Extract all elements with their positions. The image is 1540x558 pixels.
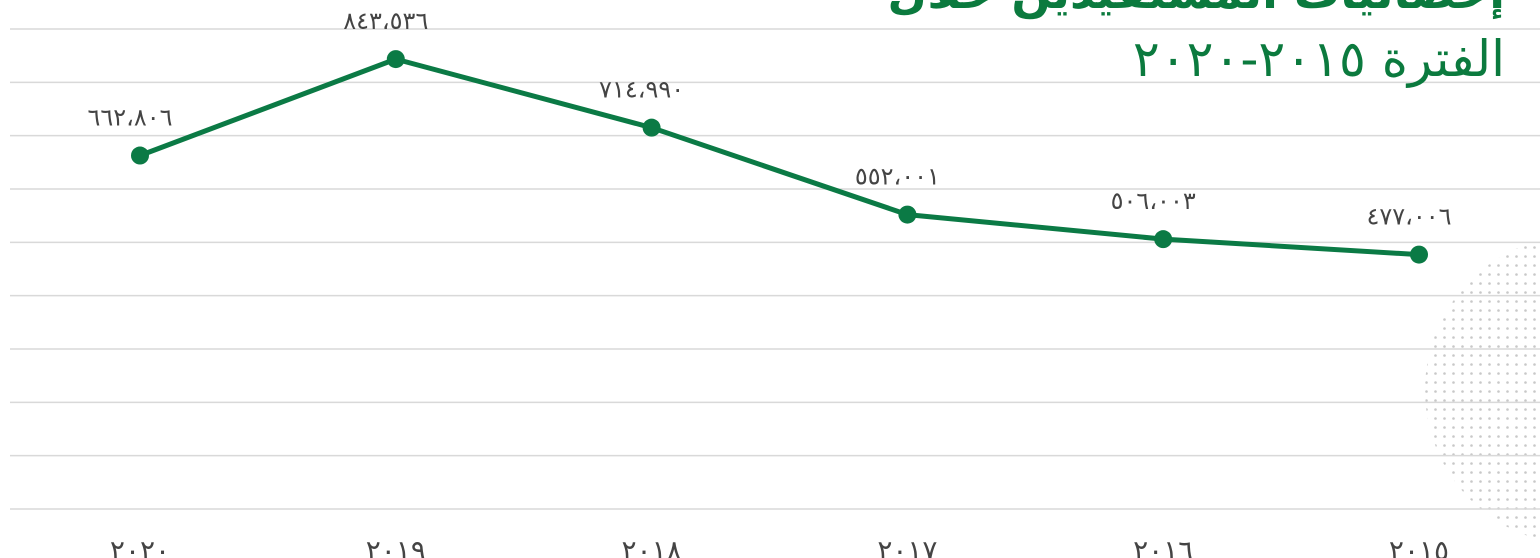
data-point: [898, 206, 916, 224]
x-tick-label: ٢٠١٨: [622, 534, 682, 558]
data-label: ٧١٤،٩٩٠: [599, 76, 684, 104]
decoration: [1425, 235, 1540, 545]
plot-area: ٦٦٢،٨٠٦ ٨٤٣،٥٣٦ ٧١٤،٩٩٠ ٥٥٢،٠٠١ ٥٠٦،٠٠٣ ٤٧٧،٠…: [10, 7, 1540, 558]
data-point: [131, 147, 149, 165]
x-tick-label: ٢٠١٩: [366, 534, 426, 558]
data-line: [140, 59, 1419, 254]
data-point: [1154, 230, 1172, 248]
data-label: ٨٤٣،٥٣٦: [343, 7, 428, 35]
data-label: ٥٥٢،٠٠١: [855, 163, 940, 191]
x-tick-label: ٢٠١٥: [1389, 534, 1449, 558]
data-label: ٤٧٧،٠٠٦: [1366, 203, 1451, 231]
x-tick-label: ٢٠٢٠: [110, 534, 170, 558]
data-label: ٦٦٢،٨٠٦: [87, 104, 172, 132]
x-tick-label: ٢٠١٧: [877, 534, 937, 558]
chart-title: إحصائيات المستفيدين خلال: [887, 0, 1505, 20]
data-point: [1410, 246, 1428, 264]
data-point: [643, 119, 661, 137]
chart: ٦٦٢،٨٠٦ ٨٤٣،٥٣٦ ٧١٤،٩٩٠ ٥٥٢،٠٠١ ٥٠٦،٠٠٣ ٤٧٧،٠…: [0, 0, 1540, 558]
chart-subtitle: الفترة ٢٠١٥-٢٠٢٠: [1133, 30, 1505, 88]
data-point: [387, 50, 405, 68]
x-tick-label: ٢٠١٦: [1133, 534, 1193, 558]
page: {"chart_data": {"type": "line", "title":…: [0, 0, 1540, 558]
data-label: ٥٠٦،٠٠٣: [1111, 187, 1196, 215]
